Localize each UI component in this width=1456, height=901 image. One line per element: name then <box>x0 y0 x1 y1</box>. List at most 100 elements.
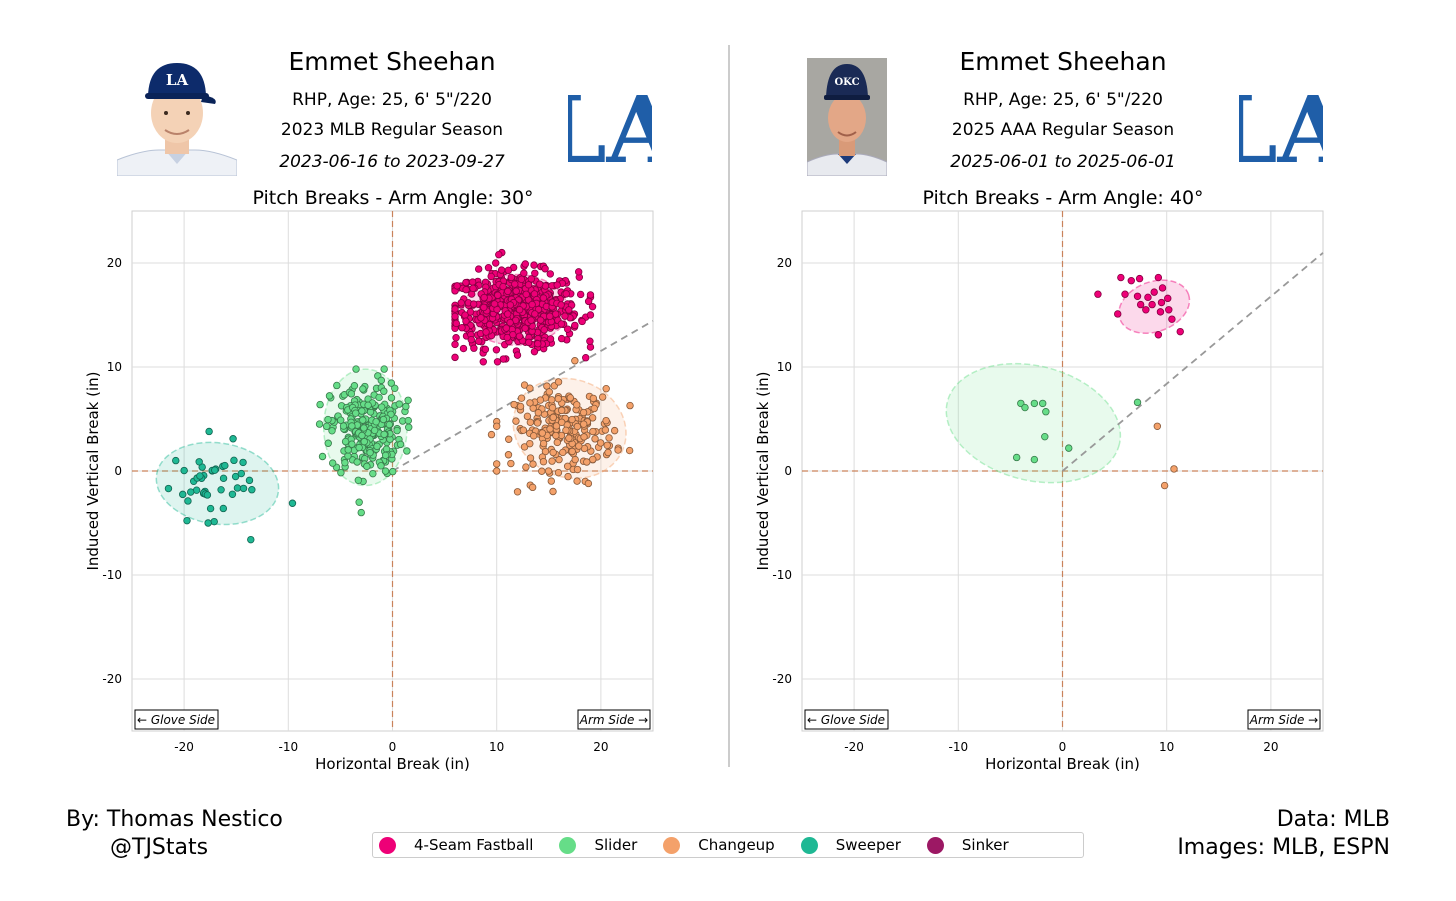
pitch-point <box>522 290 530 298</box>
pitch-point <box>553 438 562 447</box>
pitch-point <box>387 379 396 387</box>
pitch-point <box>239 484 248 493</box>
pitch-point <box>247 535 255 544</box>
pitch-point <box>230 456 238 465</box>
pitch-point <box>1144 293 1152 302</box>
pitch-point <box>350 382 359 390</box>
pitch-point <box>1039 399 1047 408</box>
date-range-right: 2025-06-01 to 2025-06-01 <box>950 152 1176 172</box>
pitch-point <box>344 446 352 454</box>
pitch-point <box>493 422 501 430</box>
pitch-point <box>614 446 622 454</box>
pitch-point <box>469 300 478 308</box>
pitch-point <box>602 416 610 425</box>
pitch-point <box>468 278 477 286</box>
pitch-point <box>210 517 218 526</box>
pitch-point <box>563 462 572 470</box>
pitch-point <box>535 280 544 288</box>
pitch-point <box>546 425 554 433</box>
pitch-point <box>499 282 507 291</box>
pitch-point <box>573 422 582 431</box>
pitch-point <box>513 488 522 496</box>
pitch-point <box>341 437 350 446</box>
pitch-point <box>528 483 537 492</box>
pitch-point <box>187 488 195 496</box>
pitch-point <box>355 443 363 452</box>
pitch-point <box>475 337 483 345</box>
pitch-point <box>538 429 547 437</box>
player-bio-left: RHP, Age: 25, 6' 5"/220 <box>292 90 492 110</box>
pitch-point <box>499 355 508 363</box>
pitch-point <box>558 418 566 426</box>
pitch-point <box>526 439 534 448</box>
pitch-point <box>504 266 513 275</box>
right-panel: OKC Emmet Sheehan RHP, Age: 25, 6' 5"/22… <box>670 0 1398 780</box>
pitch-point <box>538 467 546 475</box>
confidence-ellipse <box>945 362 1122 484</box>
pitch-point <box>355 498 363 506</box>
pitch-point <box>584 297 593 306</box>
pitch-point <box>582 354 590 362</box>
pitch-point <box>1158 284 1167 292</box>
pitch-point <box>586 311 595 319</box>
pitch-point <box>541 265 549 273</box>
pitch-point <box>573 477 581 485</box>
pitch-point <box>474 265 483 273</box>
arm-side-label: Arm Side → <box>1249 713 1318 727</box>
svg-text:LA: LA <box>166 71 189 89</box>
legend-label: Sweeper <box>835 836 901 854</box>
pitch-point <box>360 437 368 446</box>
glove-side-box <box>804 709 889 730</box>
pitch-point <box>511 280 519 288</box>
pitch-point <box>573 465 582 474</box>
pitch-point <box>533 419 542 427</box>
arm-side-label: Arm Side → <box>579 713 648 727</box>
pitch-point <box>333 381 341 390</box>
pitch-point <box>531 269 539 277</box>
pitch-point <box>196 472 204 480</box>
pitch-point <box>515 306 524 314</box>
pitch-point <box>493 358 502 366</box>
pitch-point <box>494 291 502 299</box>
pitch-point <box>539 457 548 466</box>
pitch-point <box>548 396 556 404</box>
pitch-point <box>348 422 356 430</box>
pitch-point <box>626 401 634 410</box>
pitch-point <box>324 439 332 447</box>
pitch-point <box>571 357 579 365</box>
pitch-point <box>601 426 610 434</box>
pitch-point <box>164 484 173 493</box>
pitch-point <box>482 328 490 336</box>
pitch-point <box>559 448 567 457</box>
pitch-point <box>492 346 501 354</box>
pitch-point <box>610 426 619 435</box>
pitch-point <box>565 434 573 442</box>
pitch-point <box>526 384 534 392</box>
x-tick-label: 20 <box>593 740 608 754</box>
pitch-point <box>380 387 388 395</box>
pitch-point <box>536 396 545 404</box>
source-credit: Data: MLB Images: MLB, ESPN <box>1177 806 1390 862</box>
pitch-point <box>203 491 212 499</box>
pitch-type-legend: 4-Seam Fastball Slider Changeup Sweeper Sink… <box>372 832 1084 858</box>
arm-side-box <box>1247 709 1321 730</box>
pitch-point <box>324 415 332 424</box>
pitch-point <box>373 442 381 451</box>
legend-label: Changeup <box>698 836 775 854</box>
pitch-point <box>493 467 501 475</box>
pitch-point <box>586 291 595 299</box>
pitch-point <box>576 290 585 299</box>
pitch-point <box>347 390 356 398</box>
pitch-point <box>505 435 513 443</box>
pitch-point <box>578 317 586 326</box>
pitch-point <box>539 439 548 448</box>
left-panel: LA Emmet Sheehan RHP, Age: 25, 6' 5"/220… <box>0 0 728 780</box>
pitch-point <box>229 435 237 443</box>
pitch-point <box>385 420 394 429</box>
pitch-point <box>1156 308 1165 316</box>
legend-marker <box>926 836 944 854</box>
x-tick-label: 0 <box>1059 740 1067 754</box>
pitch-point <box>1094 290 1102 298</box>
pitch-point <box>583 458 591 466</box>
pitch-point <box>526 399 534 407</box>
